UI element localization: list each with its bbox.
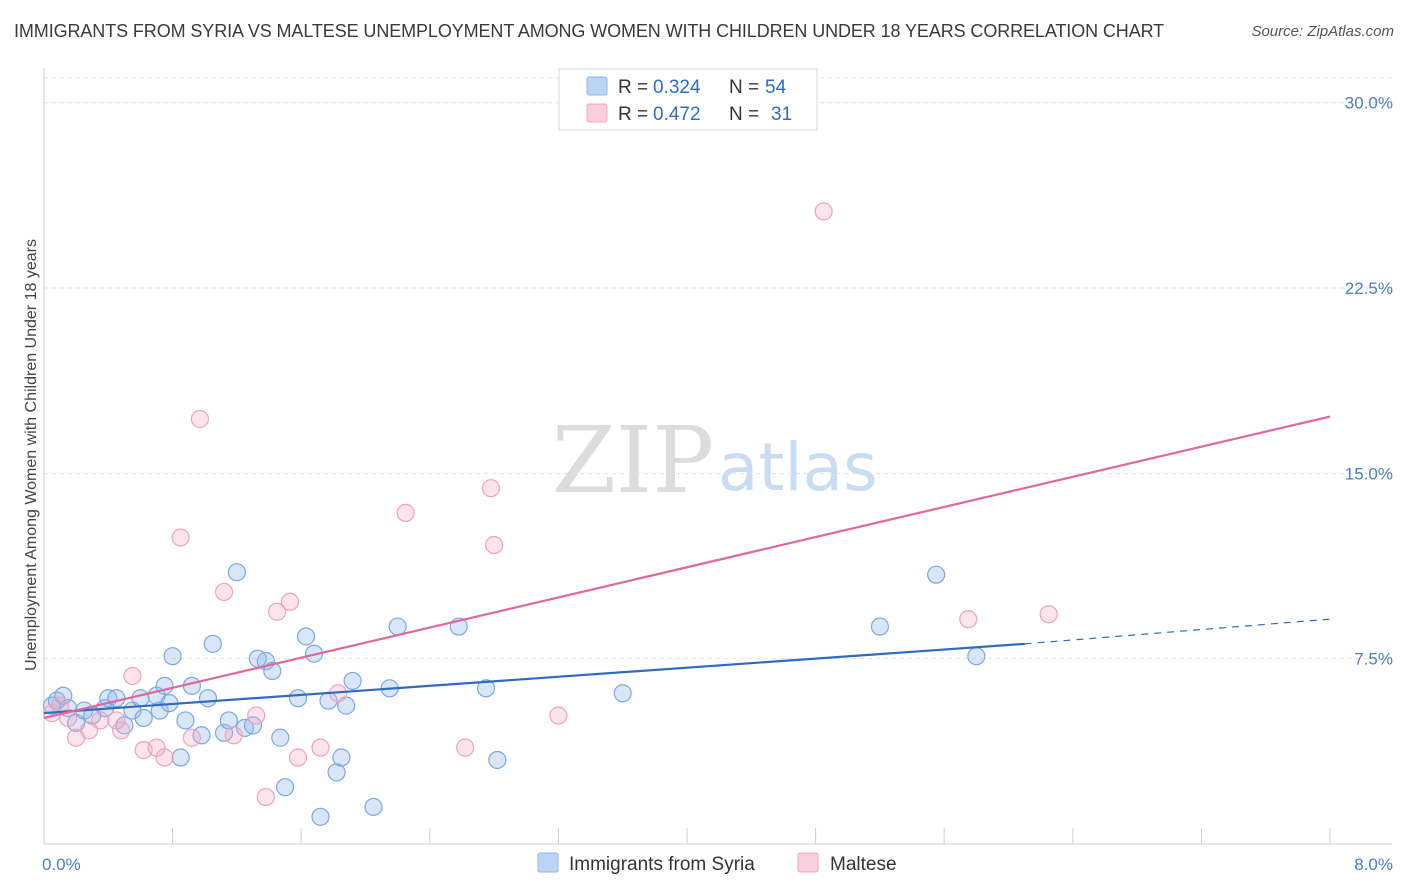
syria-point-24 xyxy=(203,634,222,653)
legend-maltese-r-label: R = xyxy=(618,104,648,125)
maltese-point-6 xyxy=(107,711,126,730)
bottom-legend-swatch-syria xyxy=(537,852,559,873)
syria-point-44 xyxy=(364,797,383,817)
series-syria-points xyxy=(42,563,986,826)
legend-syria-r-label: R = xyxy=(618,77,648,98)
syria-point-29 xyxy=(243,716,263,735)
maltese-point-24 xyxy=(396,503,415,522)
maltese-point-19 xyxy=(267,602,287,621)
syria-point-41 xyxy=(332,748,351,767)
syria-point-35 xyxy=(288,689,308,708)
syria-point-34 xyxy=(276,778,295,797)
syria-point-27 xyxy=(227,563,246,582)
maltese-point-30 xyxy=(959,610,978,629)
watermark: ZIP atlas xyxy=(552,407,878,514)
y-tick-label-3: 30.0% xyxy=(1345,94,1393,113)
syria-point-43 xyxy=(343,671,362,691)
maltese-point-18 xyxy=(256,787,275,807)
syria-point-12 xyxy=(131,689,150,708)
legend-swatch-syria xyxy=(586,76,608,96)
syria-point-15 xyxy=(150,701,169,720)
syria-point-52 xyxy=(927,565,946,584)
grid-lines xyxy=(44,77,1392,660)
trend-line-maltese xyxy=(43,415,1331,720)
maltese-point-15 xyxy=(214,582,234,602)
syria-point-23 xyxy=(198,689,218,708)
syria-point-50 xyxy=(613,684,632,703)
trend-line-syria xyxy=(43,642,1025,715)
y-axis-title: Unemployment Among Women with Children U… xyxy=(23,239,40,671)
legend-swatch-maltese xyxy=(586,103,608,123)
source-label: Source: ZipAtlas.com xyxy=(1251,23,1394,40)
bottom-legend-swatch-maltese xyxy=(797,852,819,873)
syria-point-36 xyxy=(296,627,316,646)
y-tick-label-1: 15.0% xyxy=(1345,464,1393,483)
y-tick-label-0: 7.5% xyxy=(1354,650,1393,669)
maltese-point-31 xyxy=(1039,605,1058,624)
tick-labels: 7.5% 15.0% 22.5% 30.0% 0.0% 8.0% xyxy=(42,94,1393,874)
maltese-point-20 xyxy=(280,592,300,611)
syria-point-48 xyxy=(476,679,496,698)
maltese-point-12 xyxy=(171,528,190,547)
legend-syria-n-label: N = xyxy=(729,77,759,98)
syria-point-49 xyxy=(488,750,507,770)
maltese-point-13 xyxy=(182,728,201,747)
syria-point-20 xyxy=(176,711,195,730)
legend-maltese-n-value: 31 xyxy=(771,104,792,125)
syria-point-51 xyxy=(870,617,890,636)
maltese-point-21 xyxy=(288,748,308,767)
x-tick-label-1: 8.0% xyxy=(1354,855,1393,874)
syria-point-53 xyxy=(967,647,986,666)
y-tick-label-2: 22.5% xyxy=(1345,279,1393,298)
trend-line-syria-extension xyxy=(1024,618,1331,645)
maltese-point-26 xyxy=(481,479,500,498)
syria-point-21 xyxy=(182,676,201,695)
maltese-point-22 xyxy=(311,738,330,757)
legend-maltese-r-value: 0.472 xyxy=(653,104,701,125)
syria-point-32 xyxy=(263,661,282,681)
maltese-point-27 xyxy=(485,535,504,555)
maltese-point-8 xyxy=(123,666,142,686)
watermark-zip: ZIP xyxy=(552,407,714,514)
maltese-point-7 xyxy=(112,721,131,740)
bottom-legend-maltese: Maltese xyxy=(830,854,897,875)
maltese-point-16 xyxy=(224,726,243,745)
chart-title: IMMIGRANTS FROM SYRIA VS MALTESE UNEMPLO… xyxy=(14,21,1165,41)
maltese-point-14 xyxy=(190,409,210,429)
maltese-point-17 xyxy=(247,706,266,725)
syria-point-33 xyxy=(271,728,290,747)
bottom-legend: Immigrants from Syria Maltese xyxy=(537,852,897,875)
series-maltese-points xyxy=(42,202,1058,807)
syria-point-46 xyxy=(388,617,407,636)
trend-lines xyxy=(43,415,1331,720)
maltese-point-25 xyxy=(456,738,475,757)
bottom-legend-syria: Immigrants from Syria xyxy=(569,854,755,875)
legend-syria-n-value: 54 xyxy=(765,77,787,98)
syria-point-9 xyxy=(107,689,126,708)
maltese-point-5 xyxy=(91,711,110,730)
maltese-point-28 xyxy=(549,706,568,725)
legend-maltese-n-label: N = xyxy=(729,104,759,125)
syria-point-38 xyxy=(311,807,330,826)
syria-point-19 xyxy=(171,748,190,767)
maltese-point-11 xyxy=(155,748,174,767)
watermark-atlas: atlas xyxy=(718,429,878,506)
x-tick-label-0: 0.0% xyxy=(42,855,81,874)
top-legend: R = 0.324 N = 54 R = 0.472 N = 31 xyxy=(558,68,818,131)
legend-syria-r-value: 0.324 xyxy=(653,77,701,98)
maltese-point-29 xyxy=(814,202,833,221)
syria-point-13 xyxy=(134,708,153,728)
syria-point-18 xyxy=(163,647,182,666)
